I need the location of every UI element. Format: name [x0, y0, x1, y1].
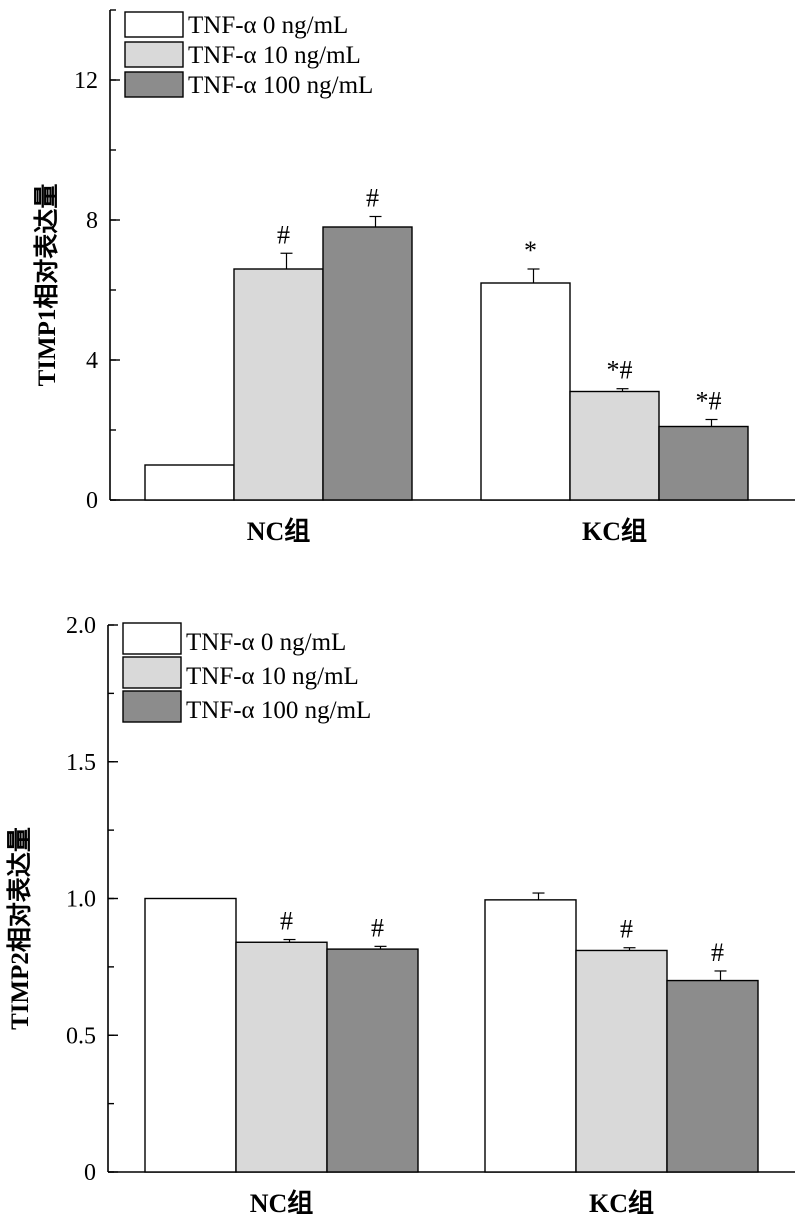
- bar: [484, 899, 577, 1173]
- bar: [144, 897, 237, 1173]
- significance-mark: #: [277, 220, 290, 249]
- significance-mark: #: [371, 913, 384, 942]
- legend-label: TNF-α 10 ng/mL: [186, 663, 359, 690]
- significance-mark: *#: [607, 356, 633, 385]
- legend-swatch: [124, 71, 184, 98]
- bar: [144, 464, 235, 501]
- y-axis-title: TIMP1相对表达量: [33, 184, 61, 387]
- y-tick-label: 1.5: [66, 750, 96, 776]
- legend-swatch: [122, 622, 182, 655]
- bar: [322, 226, 413, 501]
- bar: [658, 425, 749, 501]
- significance-mark: #: [280, 907, 293, 936]
- y-axis-title: TIMP2相对表达量: [6, 827, 34, 1030]
- y-tick-label: 0.5: [66, 1023, 96, 1049]
- legend-label: TNF-α 100 ng/mL: [188, 72, 373, 99]
- category-label: NC组: [250, 1188, 314, 1217]
- y-tick-label: 8: [86, 208, 98, 234]
- y-tick-label: 12: [74, 68, 98, 94]
- bar: [480, 282, 571, 501]
- legend: TNF-α 0 ng/mL TNF-α 10 ng/mL TNF-α 100 ng/…: [124, 11, 373, 99]
- bar: [575, 949, 668, 1173]
- legend: TNF-α 0 ng/mL TNF-α 10 ng/mL TNF-α 100 ng/…: [122, 622, 371, 724]
- timp1-bar-chart: 0 4 8 12 TIMP1相对表达量 # # NC组 * *# *# KC组 TNF-α 0 ng/m…: [33, 9, 795, 546]
- legend-label: TNF-α 100 ng/mL: [186, 697, 371, 724]
- legend-label: TNF-α 0 ng/mL: [186, 629, 346, 656]
- bar: [569, 390, 660, 501]
- category-label: KC组: [582, 516, 647, 546]
- y-tick-label: 1.0: [66, 887, 96, 913]
- significance-mark: #: [366, 184, 379, 213]
- y-tick-label: 0: [86, 488, 98, 514]
- legend-swatch: [124, 11, 184, 38]
- bar: [666, 979, 759, 1173]
- timp2-bar-chart: 0 0.5 1.0 1.5 2.0 TIMP2相对表达量 # # NC组 # # KC组 TNF-α 0…: [6, 613, 795, 1217]
- category-label: KC组: [589, 1188, 654, 1217]
- y-tick-label: 2.0: [66, 613, 96, 639]
- y-tick-label: 4: [86, 348, 98, 374]
- y-tick-label: 0: [84, 1160, 96, 1186]
- legend-swatch: [122, 690, 182, 723]
- significance-mark: *#: [696, 387, 722, 416]
- category-label: NC组: [247, 516, 311, 546]
- legend-swatch: [122, 656, 182, 689]
- significance-mark: #: [711, 938, 724, 967]
- bar: [233, 268, 324, 501]
- bar: [235, 941, 328, 1173]
- significance-mark: *: [524, 236, 537, 265]
- bar: [326, 948, 419, 1173]
- legend-label: TNF-α 0 ng/mL: [188, 12, 348, 39]
- legend-swatch: [124, 41, 184, 68]
- significance-mark: #: [620, 915, 633, 944]
- legend-label: TNF-α 10 ng/mL: [188, 42, 361, 69]
